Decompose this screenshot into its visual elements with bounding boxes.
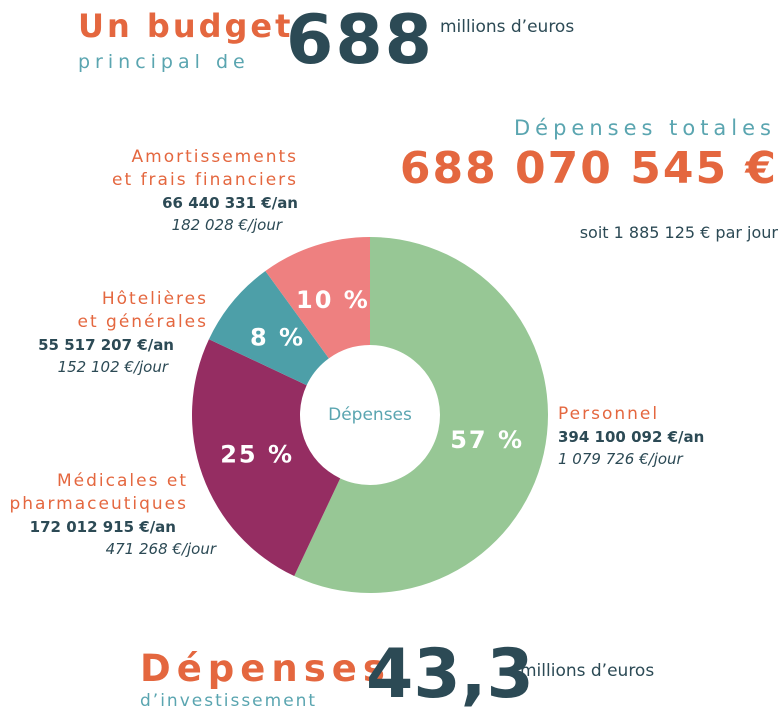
amount-per-day: 182 028 €/jour [171, 215, 282, 234]
amount-per-year: 55 517 207 €/an [38, 335, 174, 354]
amount-per-year: 66 440 331 €/an [162, 193, 298, 212]
slice-legend: Amortissements et frais financiers 66 440… [112, 146, 298, 234]
footer-line2: d’investissement [140, 691, 318, 711]
header-line1: Un budget [78, 7, 294, 45]
category-label: Amortissements et frais financiers [112, 147, 298, 190]
footer-amount: 43,3 [366, 635, 534, 714]
header-amount: 688 [286, 1, 434, 80]
header-line2: principal de [78, 51, 250, 73]
category-label: Personnel [558, 404, 660, 424]
slice-legend: Hôtelières et générales 55 517 207 €/an 15… [38, 288, 208, 376]
totals-amount: 688 070 545 € [399, 143, 778, 194]
footer-line1: Dépenses [140, 647, 391, 690]
totals-per-day: soit 1 885 125 € par jour [579, 223, 778, 242]
amount-per-year: 394 100 092 €/an [558, 427, 705, 446]
slice-label: 25 % [220, 441, 294, 469]
donut-slice [265, 237, 370, 359]
header-unit: millions d’euros [440, 17, 575, 37]
totals-title: Dépenses totales [513, 116, 776, 140]
category-label: Médicales et pharmaceutiques [9, 471, 188, 514]
amount-per-day: 152 102 €/jour [57, 357, 168, 376]
donut-slice [208, 270, 329, 386]
slice-label: 8 % [250, 324, 305, 352]
slice-label: 10 % [296, 286, 370, 314]
center-label: Dépenses [328, 405, 412, 425]
donut-slice [294, 237, 549, 593]
category-label: Hôtelières et générales [77, 289, 208, 332]
amount-per-year: 172 012 915 €/an [29, 517, 176, 536]
footer-unit: millions d’euros [520, 661, 655, 681]
donut-slice [191, 339, 341, 577]
slice-legend: Médicales et pharmaceutiques 172 012 915 … [9, 470, 216, 558]
slice-legend: Personnel 394 100 092 €/an 1 079 726 €/jou… [558, 403, 704, 468]
amount-per-day: 1 079 726 €/jour [558, 449, 683, 468]
amount-per-day: 471 268 €/jour [105, 539, 216, 558]
slice-label: 57 % [450, 426, 524, 454]
